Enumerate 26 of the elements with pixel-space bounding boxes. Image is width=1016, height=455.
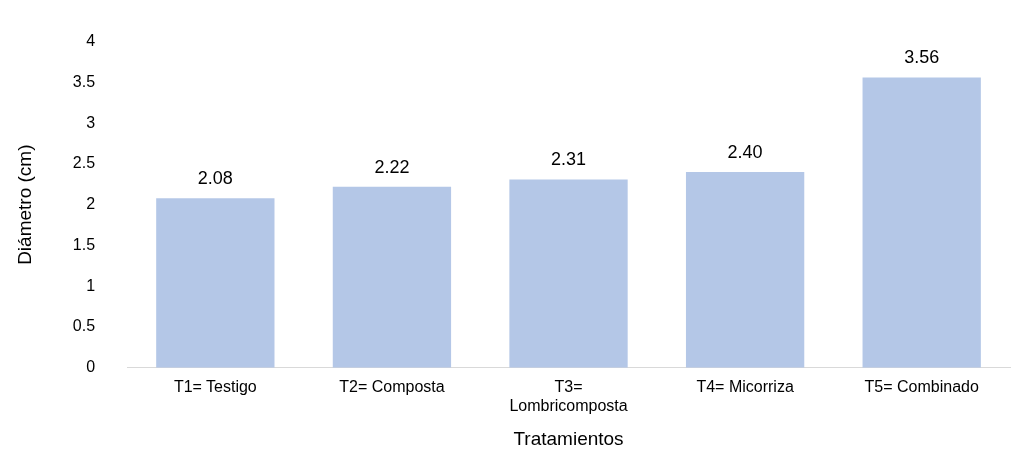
data-label: 3.56	[904, 47, 940, 68]
x-axis-title: Tratamientos	[513, 427, 624, 449]
bar	[156, 198, 275, 368]
data-label: 2.08	[197, 168, 233, 189]
y-tick-label: 2.5	[72, 154, 96, 172]
y-axis-title: Diámetro (cm)	[13, 144, 35, 265]
y-tick-label: 4	[86, 32, 96, 50]
x-tick-label: T3= Lombricomposta	[509, 377, 628, 415]
x-tick-label: T5= Combinado	[864, 377, 979, 395]
x-tick-label: T1= Testigo	[173, 377, 257, 395]
x-tick-label: T4= Micorriza	[696, 377, 794, 395]
y-tick-label: 2	[86, 195, 96, 213]
y-tick-label: 3.5	[72, 72, 96, 90]
x-tick-label: T2= Composta	[339, 377, 445, 395]
y-tick-label: 1.5	[72, 235, 96, 253]
bar	[509, 179, 628, 368]
bar	[685, 172, 805, 368]
y-tick-label: 0.5	[72, 317, 96, 335]
y-tick-label: 1	[86, 276, 96, 294]
bar	[332, 186, 452, 368]
y-tick-label: 3	[86, 113, 96, 131]
bar	[862, 77, 981, 368]
y-tick-label: 0	[86, 358, 96, 376]
data-label: 2.40	[727, 142, 763, 163]
data-label: 2.22	[374, 156, 410, 177]
data-label: 2.31	[551, 149, 587, 170]
